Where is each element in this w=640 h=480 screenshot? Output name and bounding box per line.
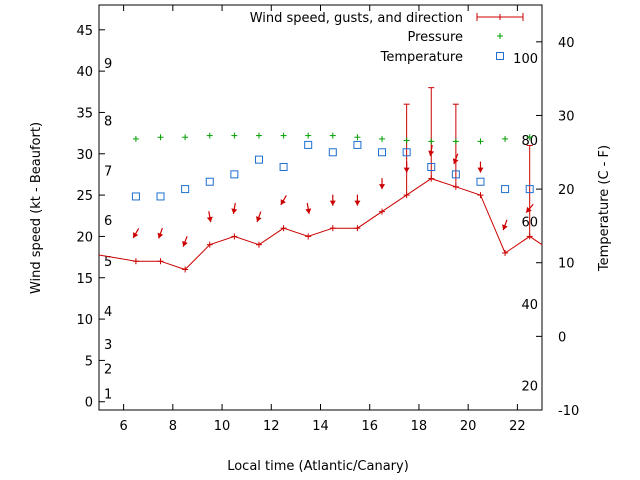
legend-label: Temperature [380,50,463,65]
beaufort-label: 4 [104,305,112,320]
wind-direction-arrowhead [329,200,336,206]
wind-direction-arrowhead [305,208,312,214]
y-tick-label: 40 [76,65,93,80]
wind-direction-arrowhead [231,208,238,214]
temperature-point [353,140,362,149]
beaufort-label: 7 [104,164,112,179]
x-tick-label: 10 [214,419,231,434]
y2-tick-label: 10 [558,257,575,272]
y-tick-label: 35 [76,106,93,121]
beaufort-label: 5 [104,255,112,270]
y-tick-label: 30 [76,148,93,163]
wind-direction-arrowhead [477,167,484,173]
wind-direction-arrowhead [452,158,459,165]
beaufort-label: 1 [104,387,112,402]
wind-direction-arrowhead [280,199,286,205]
y-tick-label: 45 [76,24,93,39]
y2-tick-label: -10 [558,404,579,419]
temperature-point [205,177,214,186]
y2-tick-label: 40 [558,36,575,51]
x-tick-label: 6 [119,419,127,434]
plot-marks [98,87,543,273]
temperature-point [279,163,288,171]
legend-temperature-symbol [496,52,504,60]
beaufort-label: 3 [104,338,112,353]
temperature-point [525,185,534,194]
beaufort-label: 6 [104,214,112,229]
wind-direction-arrowhead [428,150,435,156]
temperature-point [181,185,190,194]
wind-direction-arrowhead [255,216,262,222]
y2-tick-label: 20 [558,183,575,198]
legend-label: Wind speed, gusts, and direction [250,11,463,26]
fahrenheit-label: 40 [521,298,538,313]
y-tick-label: 25 [76,189,93,204]
legend: Wind speed, gusts, and direction Pressure… [250,11,524,65]
legend-label: Pressure [407,30,463,45]
y2-axis-label: Temperature (C - F) [597,145,612,272]
wind-direction-arrowhead [206,216,213,223]
y-tick-label: 10 [76,313,93,328]
y-tick-label: 0 [85,396,93,411]
y-tick-label: 5 [85,354,93,369]
x-tick-label: 22 [509,419,526,434]
temperature-point [131,192,140,201]
temperature-point [230,170,239,179]
wind-direction-arrowhead [379,184,386,190]
wind-direction-arrowhead [157,232,164,239]
x-tick-label: 12 [263,419,280,434]
x-tick-label: 8 [169,419,177,434]
wind-direction-arrowhead [403,167,410,173]
temperature-point [156,192,165,201]
fahrenheit-label: 80 [521,134,538,149]
fahrenheit-label: 20 [521,380,538,395]
wind-direction-arrowhead [526,206,532,213]
y2-tick-label: 30 [558,109,575,124]
temperature-point [451,170,460,179]
wind-direction-arrowhead [133,232,139,238]
axis-ticks: 6 8 10 12 14 16 18 20 22051015202530354045-10010… [76,5,579,434]
temperature-point [402,148,411,157]
temperature-point [476,177,485,186]
x-tick-label: 18 [411,419,428,434]
x-tick-label: 14 [312,419,329,434]
temperature-point [501,185,510,194]
y-tick-label: 15 [76,272,93,287]
x-tick-label: 16 [361,419,378,434]
temperature-point [254,155,263,164]
wind-direction-arrowhead [182,240,188,247]
beaufort-label: 8 [104,115,112,130]
y-axis-label: Wind speed (kt - Beaufort) [29,122,44,294]
wind-direction-arrowhead [354,200,361,206]
x-tick-label: 20 [460,419,477,434]
beaufort-label: 2 [104,363,112,378]
y-tick-label: 20 [76,230,93,245]
y2-tick-label: 0 [558,330,566,345]
fahrenheit-label: 100 [513,52,538,67]
temperature-point [304,140,313,149]
temperature-point [378,148,387,157]
x-axis-label: Local time (Atlantic/Canary) [227,459,409,474]
wind-direction-arrowhead [502,224,508,231]
temperature-point [427,163,436,171]
beaufort-label: 9 [104,57,112,72]
temperature-point [328,148,337,157]
